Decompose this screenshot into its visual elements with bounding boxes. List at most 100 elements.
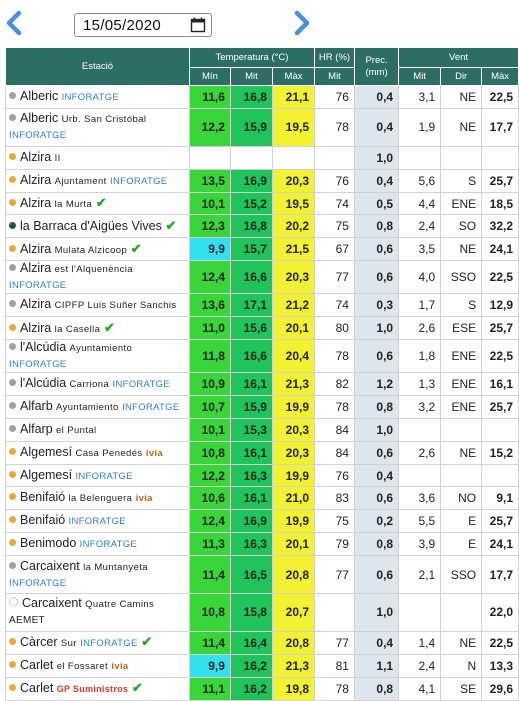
table-row[interactable]: Algemesí INFORATGE 12,2 16,3 19,9 76 0,4 <box>5 463 519 488</box>
station-cell[interactable]: Càrcer Sur INFORATGE ✔ <box>5 630 190 655</box>
station-name[interactable]: Benimodo <box>20 536 77 551</box>
station-cell[interactable]: Alzira II <box>5 145 190 170</box>
temp-mit-cell: 15,7 <box>229 237 273 262</box>
station-name[interactable]: Carlet <box>20 681 54 696</box>
station-name[interactable]: Alzira <box>20 149 52 164</box>
header-hr-mit[interactable]: Mit <box>314 67 355 86</box>
header-hr: HR (%) <box>314 47 355 68</box>
table-row[interactable]: Alzira la Casella ✔ 11,0 15,6 20,1 80 1,0 2,6 E… <box>5 316 519 341</box>
temp-max-cell: 21,5 <box>271 237 316 262</box>
table-row[interactable]: Alzira CIPFP Luis Suñer Sanchis 13,6 17,1 2… <box>5 293 519 318</box>
table-row[interactable]: Carlet el Fossaret ivia 9,9 16,2 21,3 81 1,1 2… <box>5 653 519 678</box>
header-temp-min[interactable]: Mín <box>188 67 231 86</box>
temp-min-cell: 9,9 <box>188 237 231 262</box>
station-cell[interactable]: Algemesí INFORATGE <box>5 463 190 488</box>
station-cell[interactable]: Alzira la Murta ✔ <box>5 191 190 216</box>
table-row[interactable]: Benifaió INFORATGE 12,4 16,9 19,9 75 0,2 5,5 E 2… <box>5 509 519 534</box>
station-cell[interactable]: Alberic INFORATGE <box>5 85 190 109</box>
wind-max-cell: 22,5 <box>481 260 519 295</box>
wind-dir-cell <box>440 463 483 488</box>
station-cell[interactable]: Algemesí Casa Penedés ivia <box>5 440 190 465</box>
table-row[interactable]: Alzira Mulata Alzicoop ✔ 9,9 15,7 21,5 67 0,6… <box>5 237 519 262</box>
temp-max-cell: 21,3 <box>271 653 316 678</box>
station-name[interactable]: Alzira <box>20 172 52 187</box>
wind-mit-cell: 5,6 <box>398 168 442 193</box>
table-row[interactable]: Carlet GP Suministros ✔ 11,1 16,2 19,8 78 0,8… <box>5 676 519 701</box>
station-name[interactable]: Carlet <box>20 657 54 672</box>
header-wind-max[interactable]: Màx <box>481 67 519 86</box>
station-status-dot-icon <box>9 323 16 331</box>
table-row[interactable]: Alberic Urb. San Cristóbal INFORATGE 12,2… <box>5 107 519 147</box>
station-cell[interactable]: Alfarp el Puntal <box>5 417 190 442</box>
station-name[interactable]: Algemesí <box>20 444 73 459</box>
station-cell[interactable]: Alzira la Casella ✔ <box>5 316 190 341</box>
table-row[interactable]: Alzira est l'Alquenència INFORATGE 12,4 16… <box>5 260 519 295</box>
station-cell[interactable]: l'Alcúdia Ayuntamiento INFORATGE <box>5 339 190 374</box>
station-name[interactable]: Càrcer <box>20 635 58 650</box>
station-location: el Puntal <box>56 424 97 436</box>
station-name[interactable]: Benifaió <box>20 513 66 528</box>
station-cell[interactable]: Benifaió INFORATGE <box>5 509 190 534</box>
station-name[interactable]: Alzira <box>20 297 52 312</box>
station-cell[interactable]: Carlet el Fossaret ivia <box>5 653 190 678</box>
table-row[interactable]: Alfarb Ayuntamiento INFORATGE 10,7 15,9 19,… <box>5 394 519 419</box>
station-name[interactable]: Alberic <box>20 111 59 126</box>
station-cell[interactable]: la Barraca d'Aigües Vives ✔ <box>5 214 190 239</box>
header-temp-mit[interactable]: Mit <box>229 67 273 86</box>
table-row[interactable]: Alfarp el Puntal 10,1 15,3 20,3 84 1,0 <box>5 417 519 442</box>
station-name[interactable]: Alfarp <box>20 421 53 436</box>
station-name[interactable]: Alzira <box>20 241 52 256</box>
station-cell[interactable]: Alberic Urb. San Cristóbal INFORATGE <box>5 107 190 147</box>
station-cell[interactable]: Alfarb Ayuntamiento INFORATGE <box>5 394 190 419</box>
station-name[interactable]: Alfarb <box>20 398 53 413</box>
station-location: Ajuntament <box>54 175 107 187</box>
temp-mit-cell: 17,1 <box>229 293 273 318</box>
table-row[interactable]: la Barraca d'Aigües Vives ✔ 12,3 16,8 20,2 7… <box>5 214 519 239</box>
precipitation-cell: 0,4 <box>353 463 400 488</box>
table-row[interactable]: Càrcer Sur INFORATGE ✔ 11,4 16,4 20,8 77 0,4 1… <box>5 630 519 655</box>
next-day-arrow-icon[interactable] <box>291 10 313 36</box>
station-cell[interactable]: Benimodo INFORATGE <box>5 532 190 557</box>
table-row[interactable]: Alzira II 1,0 <box>5 145 519 170</box>
station-cell[interactable]: Carcaixent Quatre Camins AEMET <box>5 593 190 632</box>
station-name[interactable]: Alzira <box>20 261 52 276</box>
station-name[interactable]: Benifaió <box>20 490 66 505</box>
header-prec-line1: Prec. <box>365 54 388 66</box>
station-cell[interactable]: Carcaixent la Muntanyeta INFORATGE <box>5 555 190 595</box>
header-temp-max[interactable]: Màx <box>271 67 316 86</box>
station-cell[interactable]: Carlet GP Suministros ✔ <box>5 676 190 701</box>
table-row[interactable]: Benimodo INFORATGE 11,3 16,3 20,1 79 0,8 3,9 E 2… <box>5 532 519 557</box>
table-row[interactable]: l'Alcúdia Ayuntamiento INFORATGE 11,8 16,6… <box>5 339 519 374</box>
table-row[interactable]: l'Alcúdia Carriona INFORATGE 10,9 16,1 21,3… <box>5 372 519 396</box>
date-input[interactable]: 15/05/2020 <box>74 13 212 37</box>
station-name[interactable]: Carcaixent <box>20 558 80 573</box>
temp-min-cell: 10,1 <box>188 191 231 216</box>
humidity-cell: 79 <box>314 532 355 557</box>
station-cell[interactable]: Benifaió la Belenguera ivia <box>5 486 190 511</box>
table-row[interactable]: Alberic INFORATGE 11,6 16,8 21,1 76 0,4 3,1 NE 2… <box>5 85 519 109</box>
table-row[interactable]: Alzira Ajuntament INFORATGE 13,5 16,9 20,3 7… <box>5 168 519 193</box>
header-wind-dir[interactable]: Dir <box>440 67 483 86</box>
station-cell[interactable]: l'Alcúdia Carriona INFORATGE <box>5 372 190 396</box>
station-name[interactable]: l'Alcúdia <box>20 375 67 390</box>
table-row[interactable]: Benifaió la Belenguera ivia 10,6 16,1 21,0 8… <box>5 486 519 511</box>
calendar-icon[interactable] <box>190 17 206 33</box>
station-cell[interactable]: Alzira est l'Alquenència INFORATGE <box>5 260 190 295</box>
previous-day-arrow-icon[interactable] <box>3 10 25 36</box>
station-name[interactable]: Alzira <box>20 320 52 335</box>
station-name[interactable]: Alberic <box>20 88 59 103</box>
station-name[interactable]: l'Alcúdia <box>20 340 67 355</box>
table-row[interactable]: Algemesí Casa Penedés ivia 10,8 16,1 20,3 84… <box>5 440 519 465</box>
table-row[interactable]: Carcaixent Quatre Camins AEMET 10,8 15,8 20… <box>5 593 519 632</box>
station-cell[interactable]: Alzira Mulata Alzicoop ✔ <box>5 237 190 262</box>
station-name[interactable]: Algemesí <box>20 467 73 482</box>
header-wind-mit[interactable]: Mit <box>398 67 442 86</box>
station-cell[interactable]: Alzira Ajuntament INFORATGE <box>5 168 190 193</box>
station-name[interactable]: la Barraca d'Aigües Vives <box>20 219 162 234</box>
station-name[interactable]: Alzira <box>20 196 52 210</box>
table-row[interactable]: Alzira la Murta ✔ 10,1 15,2 19,5 74 0,5 4,4 ENE… <box>5 191 519 216</box>
table-row[interactable]: Carcaixent la Muntanyeta INFORATGE 11,4 16… <box>5 555 519 595</box>
station-name[interactable]: Carcaixent <box>22 596 82 611</box>
station-cell[interactable]: Alzira CIPFP Luis Suñer Sanchis <box>5 293 190 318</box>
header-station[interactable]: Estació <box>5 47 190 86</box>
